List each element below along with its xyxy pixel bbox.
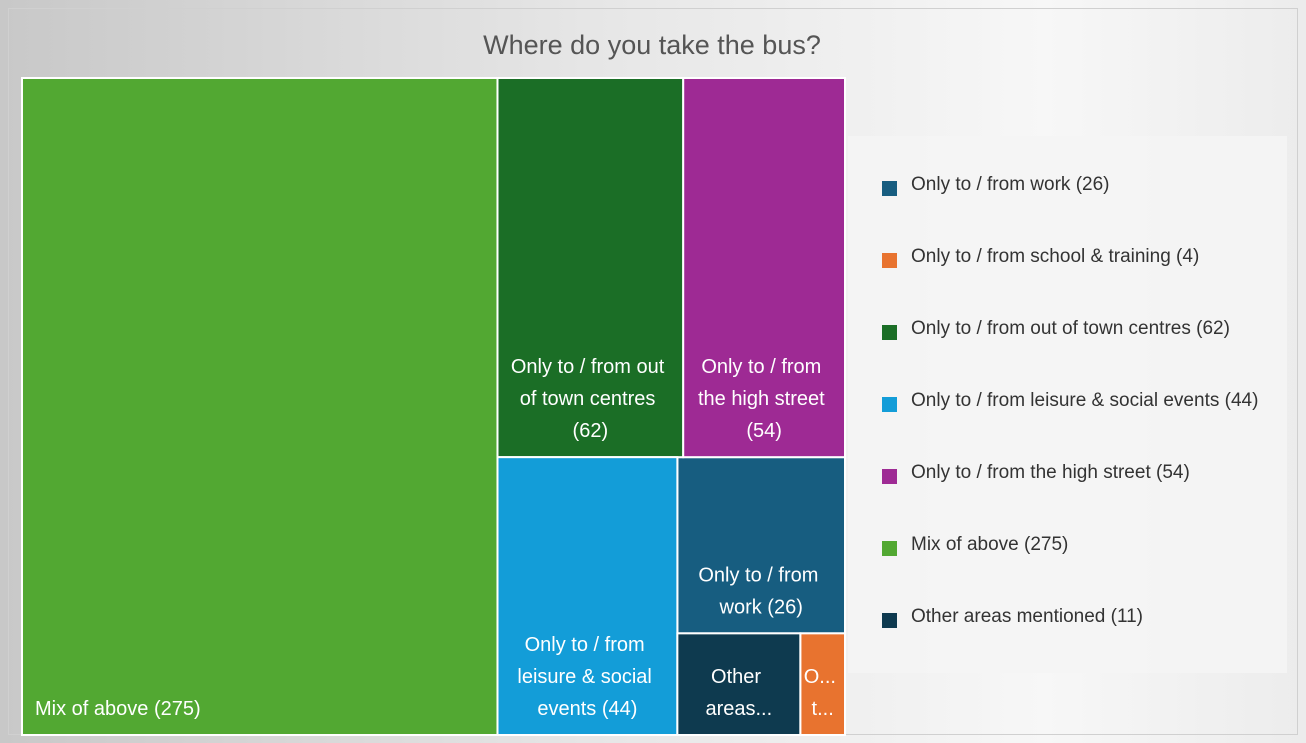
legend-label: Only to / from school & training (4) [911, 246, 1200, 267]
legend-item: Only to / from leisure & social events (… [882, 365, 1267, 437]
treemap-tile [496, 77, 685, 459]
legend-item: Only to / from school & training (4) [882, 221, 1267, 293]
legend-swatch [882, 540, 897, 556]
treemap-tile [676, 456, 847, 635]
legend-item: Other areas mentioned (11) [882, 581, 1267, 653]
treemap-tile [676, 632, 802, 736]
legend-label: Other areas mentioned (11) [911, 606, 1143, 627]
legend-label: Mix of above (275) [911, 534, 1069, 555]
legend-label: Only to / from leisure & social events (… [911, 390, 1259, 411]
treemap-tile [21, 77, 499, 736]
legend-item: Only to / from work (26) [882, 149, 1267, 221]
treemap-tile [682, 77, 846, 459]
tile-label: Only to / from work (26) [698, 565, 824, 619]
treemap-tile [799, 632, 847, 736]
legend-label: Only to / from out of town centres (62) [911, 318, 1230, 339]
tile-label: Only to / from leisure & social events (… [517, 634, 657, 720]
legend-label: Only to / from work (26) [911, 174, 1110, 195]
tile-label: O... t... [804, 666, 842, 720]
legend-swatch [882, 180, 897, 196]
chart-title: Where do you take the bus? [483, 30, 821, 60]
legend-item: Only to / from out of town centres (62) [882, 293, 1267, 365]
legend-swatch [882, 612, 897, 628]
tile-label: Mix of above (275) [35, 698, 201, 720]
legend-label: Only to / from the high street (54) [911, 462, 1190, 483]
tile-label: Other areas... [705, 666, 772, 720]
tile-label: Only to / from out of town centres (62) [511, 356, 670, 442]
legend-swatch [882, 324, 897, 340]
legend-swatch [882, 396, 897, 412]
treemap-tile [496, 456, 679, 736]
legend-swatch [882, 468, 897, 484]
legend: Only to / from work (26) Only to / from s… [848, 136, 1287, 673]
legend-swatch [882, 252, 897, 268]
tile-label: Only to / from the high street (54) [698, 356, 830, 442]
legend-item: Mix of above (275) [882, 509, 1267, 581]
legend-item: Only to / from the high street (54) [882, 437, 1267, 509]
